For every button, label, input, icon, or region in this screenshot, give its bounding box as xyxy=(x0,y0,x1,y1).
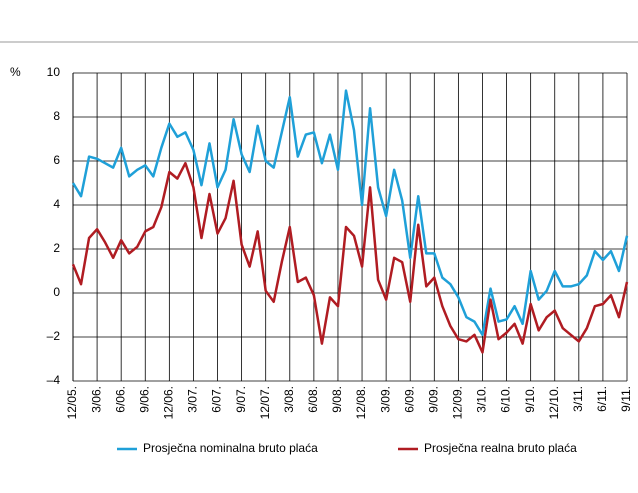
x-tick-label: 6/08. xyxy=(306,386,320,413)
y-axis-label: % xyxy=(10,65,21,79)
y-tick-label: –4 xyxy=(47,373,61,387)
x-tick-label: 3/09. xyxy=(378,386,392,413)
x-tick-label: 9/08. xyxy=(330,386,344,413)
x-tick-label: 3/10. xyxy=(475,386,489,413)
x-tick-label: 9/10. xyxy=(523,386,537,413)
x-tick-label: 6/06. xyxy=(113,386,127,413)
x-tick-label: 6/09. xyxy=(402,386,416,413)
y-tick-label: –2 xyxy=(47,329,61,343)
series-line xyxy=(71,161,629,354)
y-tick-label: 8 xyxy=(53,109,60,123)
x-tick-label: 12/07. xyxy=(258,386,272,419)
x-tick-label: 9/11. xyxy=(619,386,633,412)
x-tick-label: 3/07. xyxy=(186,386,200,413)
y-tick-label: 0 xyxy=(53,285,60,299)
x-tick-label: 9/09. xyxy=(426,386,440,413)
y-tick-label: 2 xyxy=(53,241,60,255)
series-line xyxy=(71,89,629,337)
x-tick-label: 12/08. xyxy=(354,386,368,419)
x-tick-label: 12/10. xyxy=(547,386,561,419)
legend-label: Prosječna nominalna bruto plaća xyxy=(143,441,318,455)
x-tick-label: 6/10. xyxy=(499,386,513,413)
x-tick-label: 9/06. xyxy=(137,386,151,413)
x-tick-label: 3/06. xyxy=(89,386,103,413)
x-tick-label: 3/11. xyxy=(571,386,585,412)
x-tick-label: 9/07. xyxy=(234,386,248,413)
x-tick-label: 12/09. xyxy=(451,386,465,419)
x-tick-label: 12/06. xyxy=(162,386,176,419)
y-tick-label: 10 xyxy=(47,65,61,79)
x-tick-label: 6/07. xyxy=(210,386,224,413)
y-tick-label: 4 xyxy=(53,197,60,211)
x-tick-label: 6/11. xyxy=(595,386,609,412)
legend-label: Prosječna realna bruto plaća xyxy=(424,441,577,455)
x-tick-label: 12/05. xyxy=(65,386,79,419)
y-tick-label: 6 xyxy=(53,153,60,167)
x-tick-label: 3/08. xyxy=(282,386,296,413)
